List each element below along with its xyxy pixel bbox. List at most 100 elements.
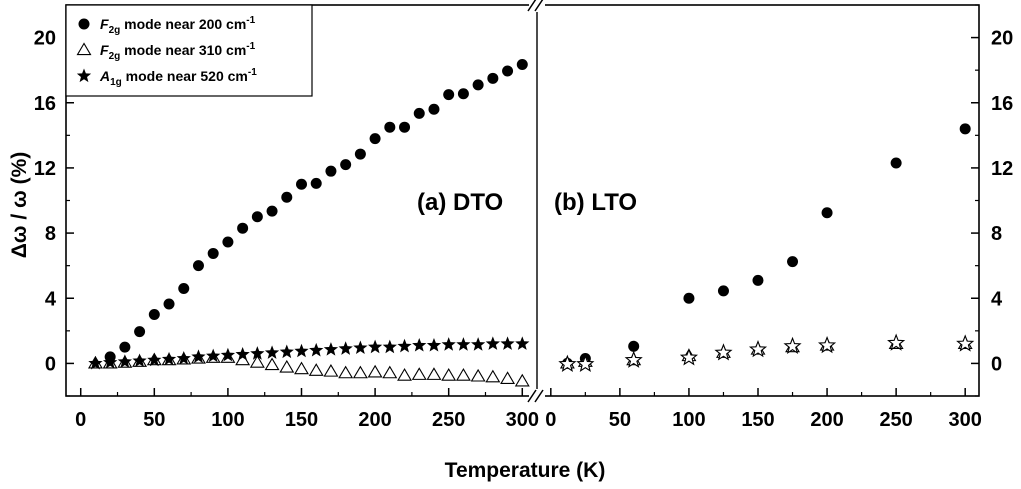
- data-point: [267, 206, 278, 217]
- panel-label: (a) DTO: [417, 189, 503, 216]
- data-point: [683, 293, 694, 304]
- data-point: [458, 88, 469, 99]
- data-point: [456, 337, 470, 351]
- data-point: [471, 337, 485, 351]
- data-point: [486, 336, 500, 350]
- data-point: [427, 338, 441, 352]
- data-point: [516, 375, 529, 386]
- data-point: [502, 65, 513, 76]
- series-1: [561, 337, 972, 368]
- x-tick-label: 100: [672, 409, 705, 431]
- data-point: [296, 179, 307, 190]
- legend-marker: [79, 19, 90, 30]
- data-point: [265, 345, 279, 359]
- data-point: [398, 369, 411, 380]
- data-point: [486, 371, 499, 382]
- data-point: [325, 166, 336, 177]
- y-tick-label: 8: [991, 223, 1002, 245]
- data-point: [280, 345, 294, 359]
- data-point: [442, 369, 455, 380]
- panel-b-lto: 0 50 100 150 200 250 300 0 4 8 12 16 20 (b) LTO: [545, 5, 1013, 431]
- data-point: [324, 342, 338, 356]
- data-point: [753, 275, 764, 286]
- data-point: [178, 283, 189, 294]
- data-point: [311, 178, 322, 189]
- data-point: [628, 341, 639, 352]
- data-point: [427, 368, 440, 379]
- data-point: [354, 367, 367, 378]
- y-tick-label: 12: [991, 158, 1013, 180]
- data-point: [383, 340, 397, 354]
- data-point: [355, 149, 366, 160]
- x-tick-label: 0: [75, 409, 86, 431]
- x-tick-label: 50: [609, 409, 631, 431]
- data-point: [369, 366, 382, 377]
- data-point: [294, 344, 308, 358]
- data-point: [309, 343, 323, 357]
- data-point: [413, 368, 426, 379]
- x-tick-label: 200: [358, 409, 391, 431]
- data-point: [149, 309, 160, 320]
- y-tick-label: 20: [34, 28, 56, 50]
- data-point: [891, 158, 902, 169]
- data-point: [237, 223, 248, 234]
- data-point: [718, 285, 729, 296]
- data-point: [339, 341, 353, 355]
- data-point: [501, 372, 514, 383]
- y-tick-label: 4: [45, 288, 57, 310]
- data-point: [487, 73, 498, 84]
- y-tick-label: 4: [991, 288, 1003, 310]
- data-point: [442, 337, 456, 351]
- series-0: [562, 123, 971, 369]
- data-point: [472, 370, 485, 381]
- data-point: [383, 367, 396, 378]
- x-tick-label: 150: [285, 409, 318, 431]
- data-point: [134, 326, 145, 337]
- data-point: [353, 340, 367, 354]
- data-point: [164, 298, 175, 309]
- data-point: [340, 159, 351, 170]
- data-point: [960, 123, 971, 134]
- x-tick-label: 150: [741, 409, 774, 431]
- data-point: [399, 122, 410, 133]
- x-tick-label: 250: [879, 409, 912, 431]
- x-tick-label: 200: [810, 409, 843, 431]
- data-point: [208, 248, 219, 259]
- x-axis-label: Temperature (K): [445, 459, 606, 482]
- data-point: [473, 79, 484, 90]
- x-tick-label: 250: [432, 409, 465, 431]
- data-point: [252, 211, 263, 222]
- data-point: [368, 340, 382, 354]
- y-tick-label: 0: [45, 353, 56, 375]
- panel-label: (b) LTO: [554, 189, 637, 216]
- data-point: [339, 367, 352, 378]
- data-point: [787, 256, 798, 267]
- y-tick-label: 16: [34, 93, 56, 115]
- data-point: [457, 369, 470, 380]
- legend: F2g mode near 200 cm-1 F2g mode near 310 …: [66, 5, 312, 96]
- data-point: [251, 356, 264, 367]
- y-axis-label: Δω / ω (%): [8, 152, 31, 259]
- data-point: [295, 363, 308, 374]
- data-point: [370, 133, 381, 144]
- y-tick-label: 12: [34, 158, 56, 180]
- data-point: [119, 342, 130, 353]
- data-point: [822, 207, 833, 218]
- x-tick-label: 300: [506, 409, 539, 431]
- data-point: [222, 237, 233, 248]
- x-tick-label: 300: [949, 409, 982, 431]
- data-point: [515, 336, 529, 350]
- y-tick-label: 0: [991, 353, 1002, 375]
- data-point: [681, 350, 696, 364]
- data-point: [443, 89, 454, 100]
- x-tick-label: 0: [545, 409, 556, 431]
- data-point: [324, 365, 337, 376]
- data-point: [412, 338, 426, 352]
- data-point: [193, 260, 204, 271]
- data-point: [281, 192, 292, 203]
- data-point: [500, 336, 514, 350]
- data-point: [384, 122, 395, 133]
- data-point: [517, 59, 528, 70]
- y-tick-label: 16: [991, 93, 1013, 115]
